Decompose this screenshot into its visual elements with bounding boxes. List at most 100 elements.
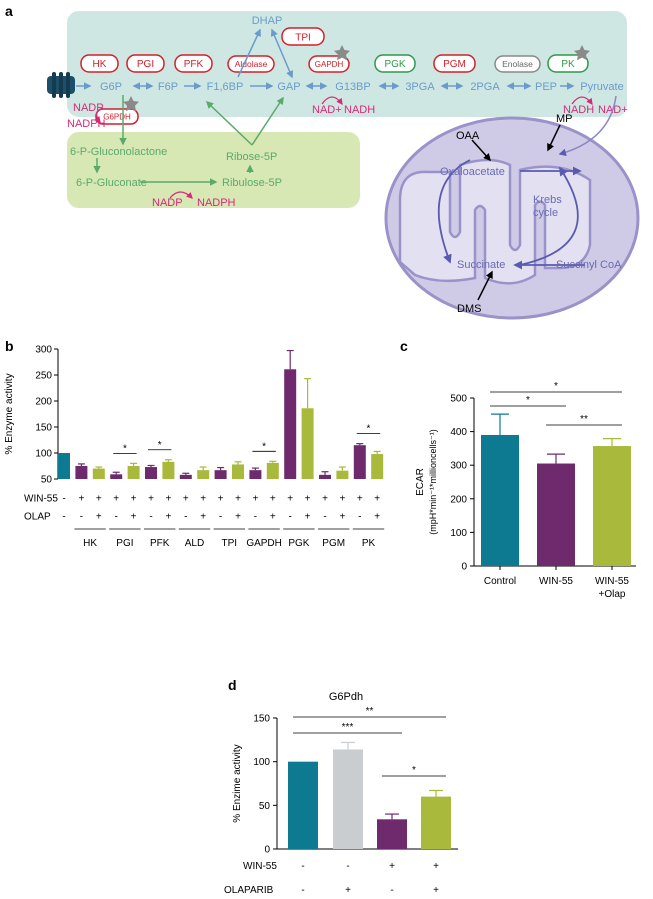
sign-olaparib: + — [433, 885, 439, 896]
sign-olap: - — [219, 512, 222, 523]
enzyme-pill-pgi — [126, 54, 165, 73]
enzyme-tpi: TPI — [295, 33, 311, 44]
bar — [179, 474, 192, 479]
sign-win55: + — [389, 861, 395, 872]
sign-win55: + — [357, 494, 363, 505]
x-tick-label: WIN-55 — [539, 576, 573, 587]
label-cycle: cycle — [533, 207, 558, 219]
y-tick-label: 100 — [253, 757, 270, 768]
sign-olap: - — [289, 512, 292, 523]
sign-olap: + — [305, 512, 311, 523]
g6pdh-chart: G6Pdh 0 50 100 150 % Enzime activity - - - + + - + + W… — [224, 691, 458, 896]
label-krebs: Krebs — [533, 194, 562, 206]
bar — [75, 466, 88, 479]
metabolite-gap: GAP — [277, 81, 300, 93]
sign-olap: - — [254, 512, 257, 523]
ppp-ribose: Ribose-5P — [226, 151, 277, 163]
label-oxaloacetate: Oxaloacetate — [440, 166, 505, 178]
y-tick-label: 500 — [450, 394, 467, 405]
ppp-ribulose: Ribulose-5P — [222, 177, 282, 189]
sign-win55: + — [322, 494, 328, 505]
sign-olap: - — [323, 512, 326, 523]
star-icon — [334, 45, 350, 61]
group-label: TPI — [222, 538, 238, 549]
sign-olap: - — [184, 512, 187, 523]
sign-olap: + — [235, 512, 241, 523]
ppp-gluconolactone: 6-P-Gluconolactone — [70, 146, 167, 158]
sign-win55: + — [270, 494, 276, 505]
star-icon — [574, 45, 590, 61]
metabolite-f6p: F6P — [158, 81, 178, 93]
cofactor-nadp-g6pdh: NADP — [73, 102, 104, 114]
sign-olap: - — [62, 512, 65, 523]
chart-title: G6Pdh — [329, 691, 363, 703]
bar — [127, 466, 140, 479]
bar — [284, 369, 297, 479]
enzyme-pill-enolase — [494, 55, 541, 73]
bar — [145, 467, 157, 479]
sign-win55: + — [218, 494, 224, 505]
enzyme-aldolase: Aldolase — [235, 59, 268, 69]
bar — [288, 761, 318, 849]
ecar-chart: 0 100 200 300 400 500 ECAR (mpH*min⁻¹*millionce… — [415, 381, 636, 600]
enzyme-pgk: PGK — [384, 59, 405, 70]
cofactor-nadph-g6pdh: NADPH — [67, 118, 106, 130]
row-label-olap: OLAP — [24, 512, 51, 523]
star-markers — [123, 45, 590, 112]
significance-label: * — [526, 395, 530, 406]
metabolite-pep: PEP — [535, 81, 557, 93]
enzyme-gapdh: GAPDH — [315, 60, 344, 69]
bar — [353, 445, 366, 479]
sign-win55: + — [287, 494, 293, 505]
panel-letter-a: a — [5, 3, 13, 19]
significance-label: ** — [580, 414, 588, 425]
enzyme-pfk: PFK — [184, 59, 204, 70]
sign-olaparib: + — [345, 885, 351, 896]
bar — [58, 453, 70, 479]
sign-win55: - — [346, 861, 349, 872]
y-tick-label: 150 — [253, 714, 270, 725]
bar — [336, 470, 349, 479]
bar — [301, 408, 314, 479]
sign-olap: - — [80, 512, 83, 523]
y-tick-label: 50 — [41, 475, 53, 486]
bar — [197, 470, 210, 479]
bar — [249, 470, 262, 479]
sign-win55: + — [433, 861, 439, 872]
pyruvate-arrow — [558, 95, 617, 156]
cofactor-nadh-pk: NADH — [563, 104, 594, 116]
bar — [92, 468, 105, 479]
sign-olap: + — [270, 512, 276, 523]
enzyme-hk: HK — [93, 59, 107, 70]
sign-olap: + — [374, 512, 380, 523]
label-oaa: OAA — [456, 130, 480, 142]
bar — [537, 463, 575, 566]
sign-olap: + — [339, 512, 345, 523]
cofactor-arrows — [94, 96, 593, 199]
mitochondrion — [384, 116, 640, 320]
sign-win55: + — [200, 494, 206, 505]
bar — [162, 461, 175, 479]
enzyme-pgi: PGI — [137, 59, 154, 70]
glycolysis-arrows — [76, 28, 575, 90]
bar — [266, 462, 279, 479]
enzyme-pill-pgk — [374, 54, 416, 73]
row-label-win55: WIN-55 — [243, 861, 277, 872]
sign-olap: - — [115, 512, 118, 523]
enzyme-pk: PK — [561, 59, 575, 70]
label-mp: MP — [556, 113, 573, 125]
ppp-arrows — [93, 95, 284, 186]
x-tick-label: +Olap — [599, 589, 626, 600]
panel-letter-d: d — [228, 677, 237, 693]
significance-label: * — [367, 424, 371, 435]
significance-label: * — [412, 765, 416, 776]
enzyme-pill-gapdh — [308, 55, 350, 73]
y-tick-label: 50 — [259, 801, 271, 812]
bar — [319, 474, 331, 479]
label-succinate: Succinate — [457, 259, 505, 271]
sign-win55: - — [301, 861, 304, 872]
bar — [333, 749, 363, 849]
y-tick-label: 400 — [450, 427, 467, 438]
y-axis-unit: (mpH*min⁻¹*millioncells⁻¹) — [428, 429, 438, 535]
y-tick-label: 250 — [35, 371, 52, 382]
